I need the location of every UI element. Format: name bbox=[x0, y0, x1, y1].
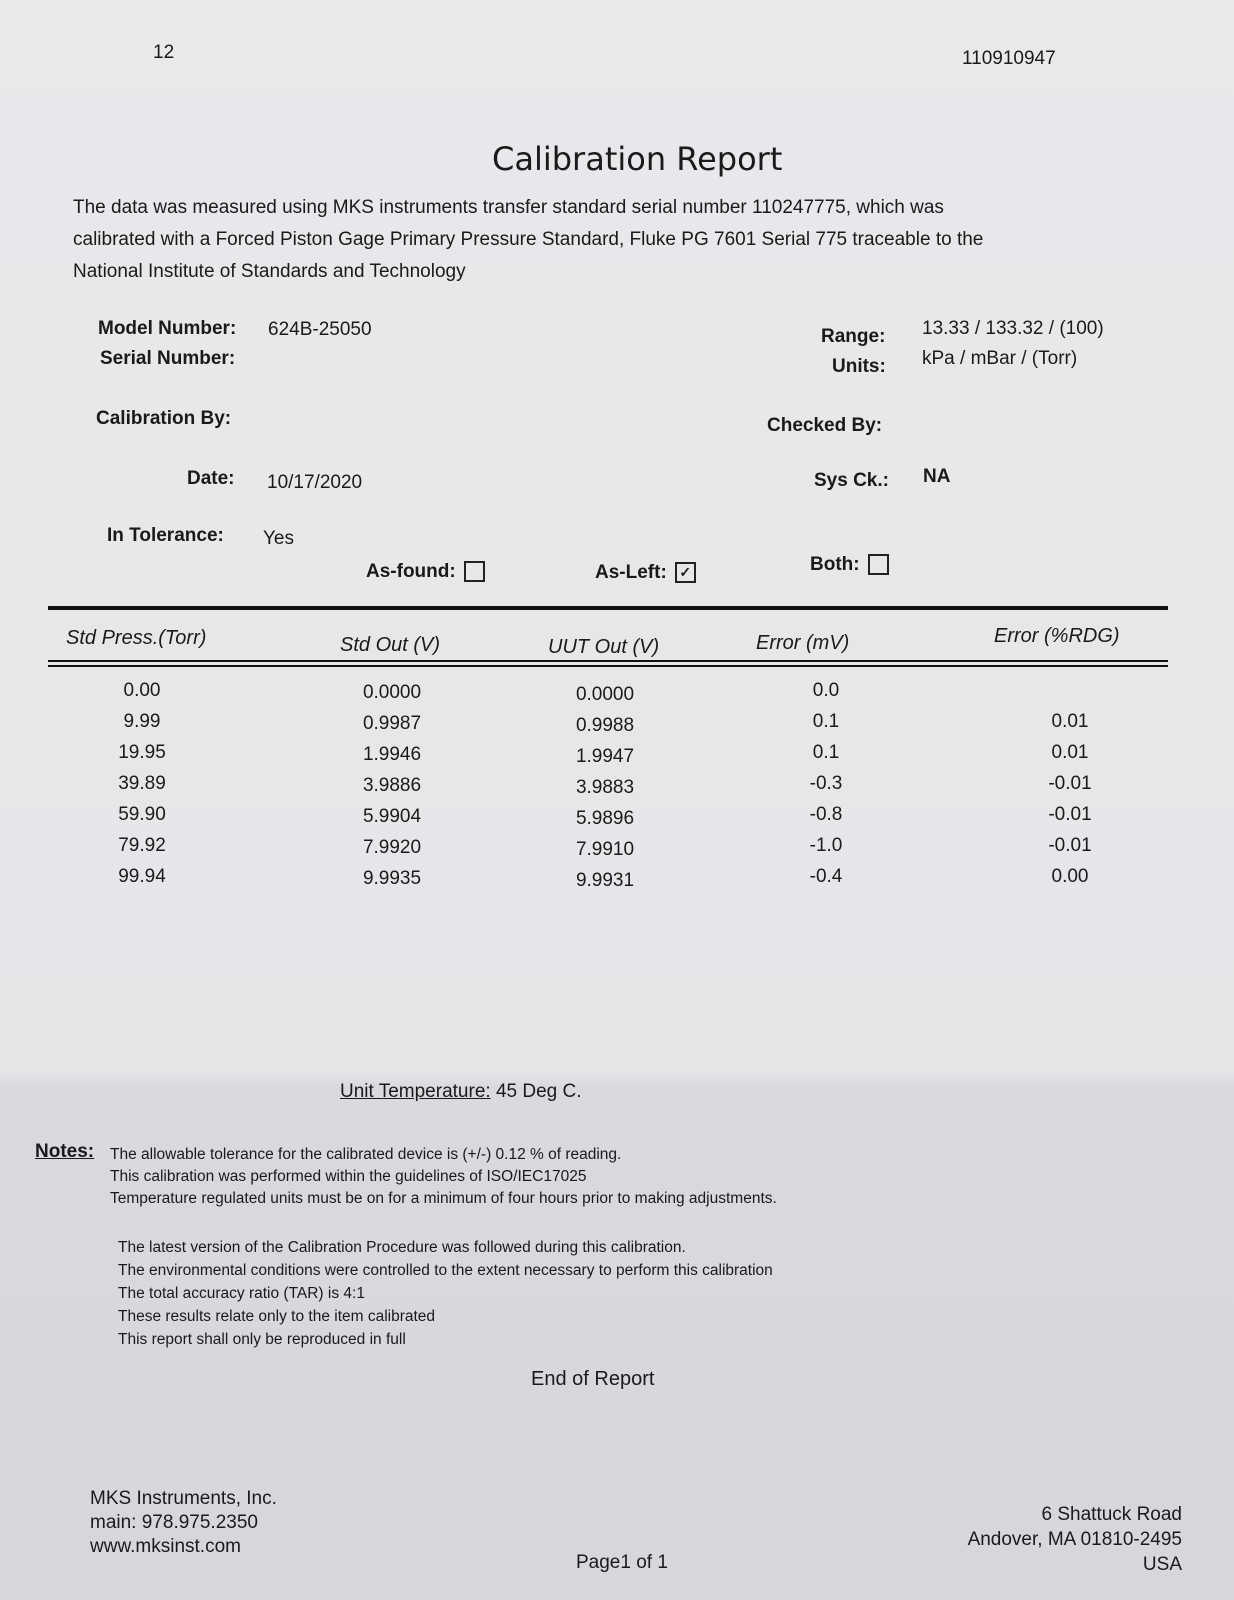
note-line: The allowable tolerance for the calibrat… bbox=[110, 1146, 622, 1163]
table-cell: 5.9896 bbox=[575, 808, 635, 829]
table-cell: 0.0000 bbox=[362, 682, 422, 703]
table-cell: 0.1 bbox=[812, 742, 840, 763]
unit-temperature: Unit Temperature: 45 Deg C. bbox=[340, 1081, 582, 1103]
table-cell: -0.8 bbox=[809, 804, 843, 825]
table-cell: 9.9931 bbox=[575, 870, 635, 891]
company-address: 6 Shattuck Road Andover, MA 01810-2495 U… bbox=[968, 1502, 1182, 1577]
note-line: These results relate only to the item ca… bbox=[118, 1308, 436, 1325]
note-line: Temperature regulated units must be on f… bbox=[110, 1190, 777, 1207]
date-value: 10/17/2020 bbox=[267, 472, 363, 493]
table-cell: 0.0000 bbox=[575, 684, 635, 705]
table-cell: 0.01 bbox=[1051, 742, 1089, 763]
range-value: 13.33 / 133.32 / (100) bbox=[922, 318, 1104, 339]
address-line: Andover, MA 01810-2495 bbox=[967, 1529, 1182, 1550]
table-header-rule bbox=[48, 665, 1168, 667]
table-cell: -0.01 bbox=[1048, 835, 1092, 856]
table-cell: 1.9946 bbox=[362, 744, 422, 765]
note-line: This calibration was performed within th… bbox=[110, 1168, 587, 1185]
page-indicator: Page1 of 1 bbox=[576, 1552, 668, 1573]
note-line: The latest version of the Calibration Pr… bbox=[118, 1239, 686, 1256]
table-cell: -0.3 bbox=[809, 773, 843, 794]
column-header: UUT Out (V) bbox=[548, 636, 660, 658]
note-line: The total accuracy ratio (TAR) is 4:1 bbox=[118, 1285, 365, 1302]
table-cell: 0.0 bbox=[812, 680, 840, 701]
table-cell: 39.89 bbox=[118, 773, 166, 794]
table-cell: 9.9935 bbox=[362, 868, 422, 889]
table-cell: 19.95 bbox=[118, 742, 166, 763]
table-cell: 0.9988 bbox=[575, 715, 635, 736]
as-left-option[interactable]: As-Left: ✓ bbox=[595, 562, 696, 584]
table-header-rule bbox=[48, 660, 1168, 662]
both-checkbox[interactable] bbox=[867, 554, 889, 576]
table-cell: 0.00 bbox=[123, 680, 161, 701]
notes-block-1: The allowable tolerance for the calibrat… bbox=[110, 1144, 777, 1210]
as-found-option[interactable]: As-found: bbox=[366, 561, 485, 583]
column-header: Error (%RDG) bbox=[994, 625, 1120, 647]
unit-temperature-value: 45 Deg C. bbox=[495, 1081, 582, 1102]
address-line: 6 Shattuck Road bbox=[1041, 1504, 1182, 1525]
model-label: Model Number: bbox=[98, 318, 237, 339]
table-cell: 7.9920 bbox=[362, 837, 422, 858]
table-cell: 9.99 bbox=[123, 711, 161, 732]
table-cell: 1.9947 bbox=[575, 746, 635, 767]
as-found-label: As-found: bbox=[366, 561, 456, 582]
sys-ck-label: Sys Ck.: bbox=[814, 470, 889, 491]
units-value: kPa / mBar / (Torr) bbox=[922, 348, 1078, 369]
company-info: MKS Instruments, Inc. main: 978.975.2350… bbox=[90, 1487, 277, 1559]
as-found-checkbox[interactable] bbox=[463, 561, 485, 583]
table-cell: 7.9910 bbox=[575, 839, 635, 860]
table-cell: -0.01 bbox=[1048, 773, 1092, 794]
page-title: Calibration Report bbox=[492, 140, 783, 178]
table-cell: 79.92 bbox=[118, 835, 166, 856]
column-header: Std Out (V) bbox=[340, 634, 441, 656]
serial-label: Serial Number: bbox=[100, 348, 236, 369]
sys-ck-value: NA bbox=[923, 466, 951, 487]
company-website: www.mksinst.com bbox=[90, 1536, 241, 1557]
range-label: Range: bbox=[821, 326, 886, 347]
table-cell: -0.01 bbox=[1048, 804, 1092, 825]
notes-label: Notes: bbox=[35, 1141, 95, 1162]
end-of-report: End of Report bbox=[531, 1368, 655, 1390]
both-label: Both: bbox=[810, 554, 860, 575]
table-cell: 99.94 bbox=[118, 866, 166, 887]
table-cell: 0.01 bbox=[1051, 711, 1089, 732]
table-cell: 3.9886 bbox=[362, 775, 422, 796]
table-cell: 0.9987 bbox=[362, 713, 422, 734]
company-name: MKS Instruments, Inc. bbox=[90, 1488, 277, 1509]
units-label: Units: bbox=[832, 356, 886, 377]
calibration-by-label: Calibration By: bbox=[96, 408, 232, 429]
note-line: The environmental conditions were contro… bbox=[118, 1262, 773, 1279]
page-number: 12 bbox=[153, 42, 175, 63]
table-cell: 3.9883 bbox=[575, 777, 635, 798]
table-cell: 0.00 bbox=[1051, 866, 1089, 887]
unit-temperature-label: Unit Temperature: bbox=[340, 1081, 491, 1102]
table-cell: -1.0 bbox=[809, 835, 843, 856]
date-label: Date: bbox=[187, 468, 235, 489]
in-tolerance-value: Yes bbox=[263, 528, 294, 549]
company-phone: main: 978.975.2350 bbox=[90, 1512, 258, 1533]
column-header: Std Press.(Torr) bbox=[66, 627, 207, 649]
note-line: This report shall only be reproduced in … bbox=[118, 1331, 406, 1348]
both-option[interactable]: Both: bbox=[810, 554, 889, 576]
table-cell: 0.1 bbox=[812, 711, 840, 732]
as-left-label: As-Left: bbox=[595, 562, 667, 583]
document-id: 110910947 bbox=[962, 48, 1056, 69]
intro-paragraph: The data was measured using MKS instrume… bbox=[73, 197, 984, 282]
as-left-checkbox[interactable]: ✓ bbox=[674, 562, 696, 584]
address-line: USA bbox=[1142, 1554, 1182, 1575]
checked-by-label: Checked By: bbox=[767, 415, 883, 436]
table-top-rule bbox=[48, 606, 1168, 610]
notes-block-2: The latest version of the Calibration Pr… bbox=[118, 1236, 773, 1351]
table-cell: 59.90 bbox=[118, 804, 166, 825]
column-header: Error (mV) bbox=[756, 632, 850, 654]
table-cell: -0.4 bbox=[809, 866, 843, 887]
table-cell: 5.9904 bbox=[362, 806, 422, 827]
model-value: 624B-25050 bbox=[268, 319, 372, 340]
in-tolerance-label: In Tolerance: bbox=[107, 525, 224, 546]
